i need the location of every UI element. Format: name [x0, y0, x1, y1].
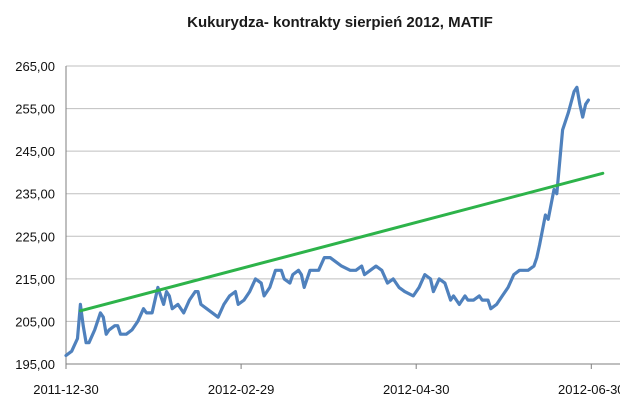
series-lines [64, 85, 605, 358]
y-tick-label: 215,00 [15, 272, 55, 287]
y-tick-label: 225,00 [15, 229, 55, 244]
tick-labels: 195,00 205,00 215,00 225,00 235,00 245,00 255,… [15, 59, 620, 397]
y-tick-label: 255,00 [15, 102, 55, 117]
gridlines [66, 65, 620, 322]
y-tick-label: 265,00 [15, 59, 55, 74]
x-tick-label: 2012-04-30 [383, 382, 450, 397]
y-tick-label: 205,00 [15, 314, 55, 329]
price-line [64, 85, 591, 358]
x-tick-label: 2012-02-29 [208, 382, 275, 397]
chart-title: Kukurydza- kontrakty sierpień 2012, MATI… [187, 14, 493, 31]
y-tick-label: 245,00 [15, 144, 55, 159]
x-tick-label: 2011-12-30 [33, 382, 99, 397]
y-tick-label: 195,00 [15, 357, 55, 372]
x-tick-label: 2012-06-30 [558, 382, 620, 397]
trend-line [78, 171, 605, 313]
axes [65, 66, 620, 369]
y-tick-label: 235,00 [15, 187, 55, 202]
